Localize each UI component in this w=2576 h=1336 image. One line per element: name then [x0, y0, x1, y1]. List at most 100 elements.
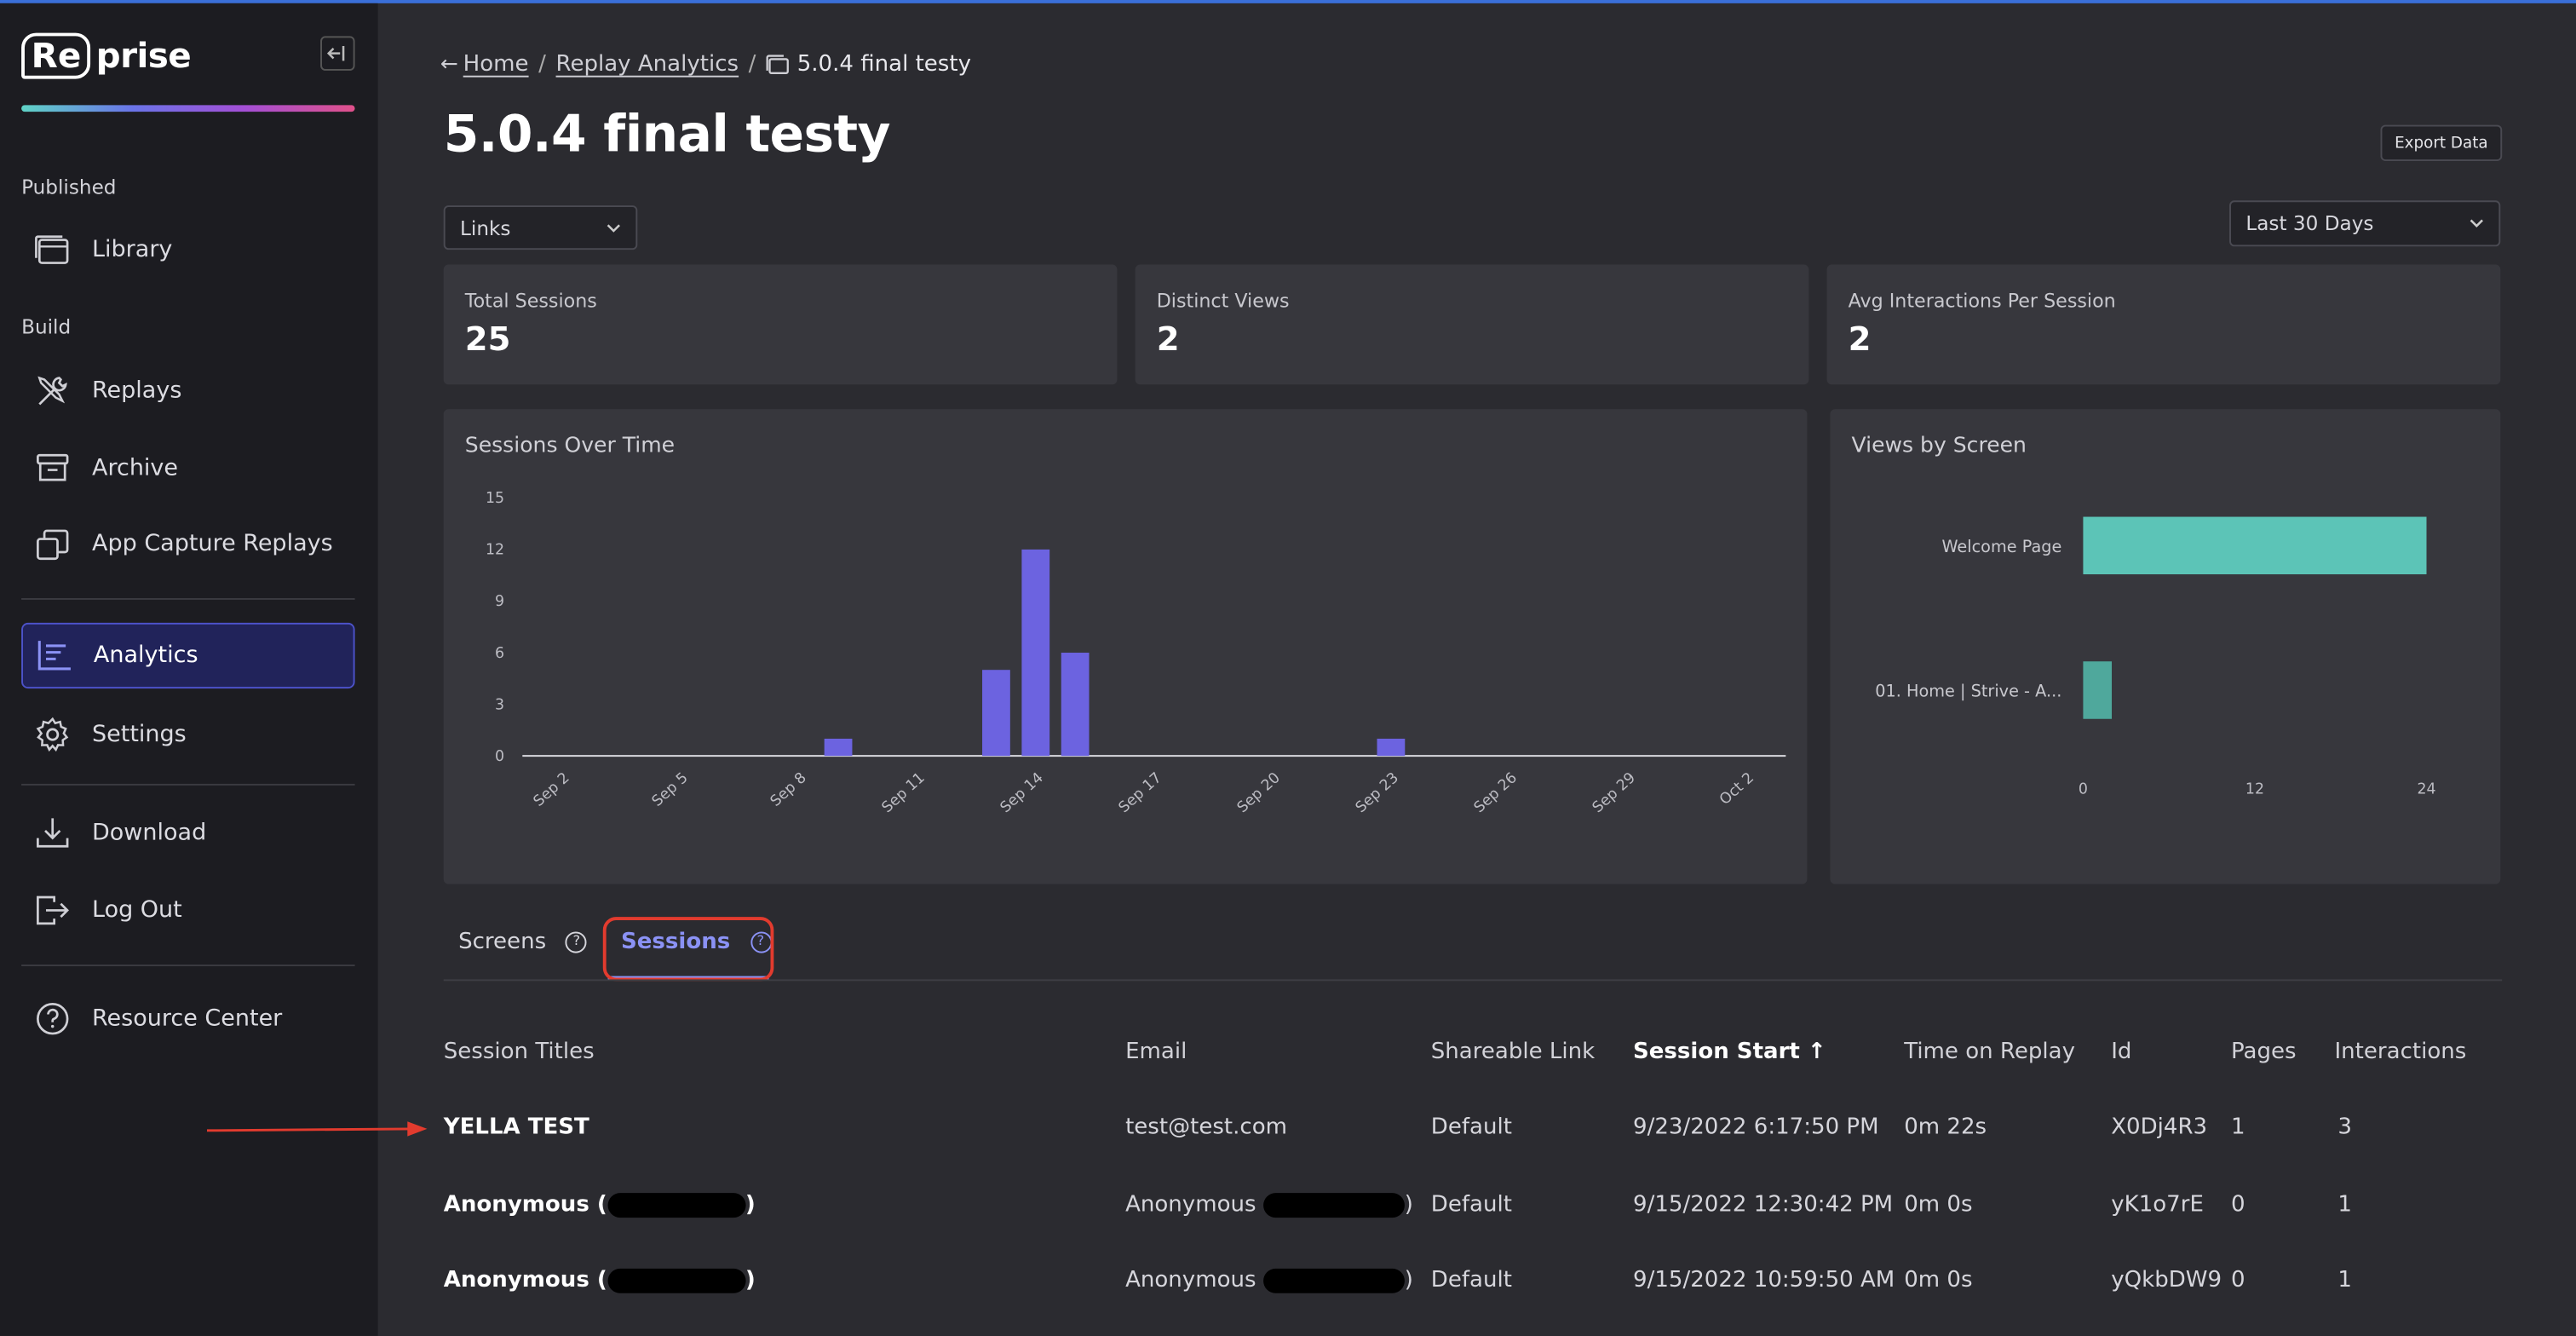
column-header-pages[interactable]: Pages	[2230, 1038, 2297, 1065]
sidebar-item-app-capture-replays[interactable]: App Capture Replays	[21, 511, 354, 577]
x-tick-label: Sep 17	[1116, 769, 1165, 816]
session-pages: 0	[2230, 1191, 2245, 1218]
session-email: Anonymous )	[1125, 1191, 1413, 1218]
redaction-bracket: (	[596, 1266, 607, 1293]
redaction-mark	[607, 1192, 745, 1218]
tab-label: Screens	[458, 928, 547, 955]
redaction-bracket: (	[596, 1191, 607, 1218]
sidebar-item-download[interactable]: Download	[21, 800, 354, 866]
export-data-button[interactable]: Export Data	[2380, 124, 2503, 161]
sidebar-item-label: Replays	[91, 377, 182, 405]
session-title[interactable]: Anonymous ()	[444, 1267, 756, 1293]
breadcrumb-separator: /	[538, 50, 546, 78]
date-range-select[interactable]: Last 30 Days	[2229, 200, 2501, 247]
sidebar-item-resource-center[interactable]: Resource Center	[21, 986, 354, 1051]
column-header-title[interactable]: Session Titles	[443, 1038, 595, 1065]
stat-value: 2	[1156, 319, 1180, 359]
logo-boxed-text: Re	[21, 32, 91, 79]
collapse-left-icon	[326, 45, 345, 61]
redaction-mark	[1262, 1267, 1405, 1293]
tab-sessions[interactable]: Sessions ?	[621, 929, 772, 954]
type-select[interactable]: Links	[443, 205, 638, 250]
session-time: 0m 0s	[1904, 1266, 1973, 1293]
sidebar-item-archive[interactable]: Archive	[21, 435, 354, 501]
chart-title: Views by Screen	[1851, 434, 2027, 459]
column-header-link[interactable]: Shareable Link	[1430, 1038, 1596, 1065]
collapse-sidebar-button[interactable]	[320, 36, 355, 71]
session-link[interactable]: Default	[1430, 1266, 1512, 1293]
y-tick-label: 3	[495, 696, 504, 713]
x-tick-label: Sep 20	[1234, 769, 1284, 816]
type-select-value: Links	[459, 216, 511, 239]
x-tick-label: Sep 26	[1471, 769, 1521, 816]
sessions-bar	[1061, 653, 1090, 757]
x-tick-label: Sep 8	[768, 769, 810, 810]
sidebar-item-settings[interactable]: Settings	[21, 701, 354, 767]
session-title-text: Anonymous	[443, 1266, 589, 1293]
session-interactions: 3	[2337, 1114, 2352, 1141]
sidebar-item-label: Archive	[91, 455, 179, 482]
page-title: 5.0.4 final testy	[443, 105, 891, 164]
session-id: yK1o7rE	[2111, 1191, 2204, 1218]
sidebar-item-replays[interactable]: Replays	[21, 358, 354, 423]
stat-label: Total Sessions	[464, 289, 597, 313]
stat-card-avg-interactions: Avg Interactions Per Session 2	[1826, 264, 2501, 385]
sessions-over-time-card: Sessions Over Time 0 3 6 9 12 15 Sep 2 Sep 5 Sep…	[443, 409, 1808, 884]
session-time: 0m 22s	[1904, 1114, 1987, 1141]
back-arrow-icon[interactable]: ←	[440, 51, 458, 77]
column-header-id[interactable]: Id	[2111, 1038, 2132, 1065]
redaction-bracket: )	[1404, 1266, 1413, 1293]
sidebar-divider	[21, 783, 355, 786]
x-tick-label: Sep 29	[1590, 769, 1639, 816]
help-icon[interactable]: ?	[750, 930, 772, 953]
y-tick-label: 12	[486, 542, 504, 559]
breadcrumb-home-link[interactable]: Home	[463, 50, 529, 78]
session-title[interactable]: Anonymous ()	[444, 1191, 756, 1218]
x-tick-label: Sep 14	[998, 769, 1047, 816]
session-link[interactable]: Default	[1430, 1191, 1512, 1218]
views-bar	[2083, 516, 2427, 575]
session-email-text: Anonymous	[1125, 1266, 1256, 1293]
stat-label: Avg Interactions Per Session	[1848, 289, 2116, 313]
copy-stack-icon	[34, 526, 70, 561]
x-tick-label: 0	[2079, 780, 2088, 798]
breadcrumb-replay-analytics-link[interactable]: Replay Analytics	[555, 50, 739, 78]
session-email-text: Anonymous	[1125, 1191, 1256, 1218]
session-time: 0m 0s	[1904, 1191, 1973, 1218]
brand-logo[interactable]: Re prise	[21, 32, 192, 79]
session-start: 9/15/2022 12:30:42 PM	[1632, 1191, 1894, 1218]
stat-value: 2	[1848, 319, 1872, 359]
column-header-interactions[interactable]: Interactions	[2334, 1038, 2467, 1065]
stat-label: Distinct Views	[1156, 289, 1290, 313]
sidebar-item-logout[interactable]: Log Out	[21, 878, 354, 943]
window-top-border	[0, 0, 2576, 3]
sessions-bar	[1021, 549, 1050, 757]
sidebar: Re prise Published Library Build Replays…	[0, 3, 378, 1336]
session-title-text: Anonymous	[443, 1191, 589, 1218]
x-tick-label: Oct 2	[1716, 769, 1757, 809]
help-icon[interactable]: ?	[566, 930, 588, 953]
logo-text: prise	[95, 36, 192, 76]
redaction-bracket: )	[745, 1191, 756, 1218]
session-id: X0Dj4R3	[2111, 1114, 2208, 1141]
breadcrumb-current: 5.0.4 final testy	[796, 50, 971, 78]
session-link[interactable]: Default	[1430, 1114, 1512, 1141]
column-header-time[interactable]: Time on Replay	[1904, 1038, 2075, 1065]
annotation-highlight-box	[602, 917, 774, 982]
sidebar-item-label: Resource Center	[91, 1005, 283, 1033]
replay-icon	[766, 54, 791, 75]
redaction-mark	[607, 1267, 745, 1293]
column-header-email[interactable]: Email	[1125, 1038, 1187, 1065]
active-tab-indicator	[607, 976, 769, 980]
sidebar-item-analytics[interactable]: Analytics	[21, 622, 355, 689]
y-tick-label: 9	[495, 593, 504, 610]
date-range-value: Last 30 Days	[2245, 211, 2374, 235]
column-header-session-start[interactable]: Session Start ↑	[1632, 1038, 1826, 1065]
session-title[interactable]: YELLA TEST	[443, 1114, 589, 1141]
sessions-bar	[1377, 738, 1406, 757]
sidebar-item-label: App Capture Replays	[91, 530, 333, 557]
redaction-mark	[1262, 1192, 1405, 1218]
sidebar-item-library[interactable]: Library	[21, 217, 354, 283]
x-tick-label: 24	[2417, 780, 2435, 798]
tab-screens[interactable]: Screens ?	[458, 928, 588, 955]
